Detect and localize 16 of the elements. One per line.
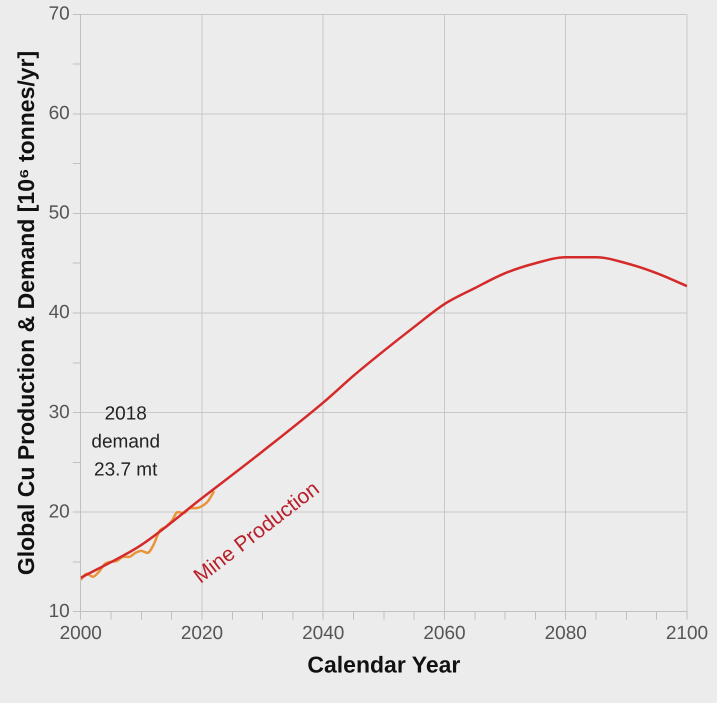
- y-tick-label: 60: [48, 103, 70, 124]
- annotation: 2018 demand 23.7 mt: [91, 404, 160, 481]
- y-tick-label: 30: [48, 402, 70, 423]
- x-tick-label: 2000: [60, 623, 102, 644]
- y-axis-title: Global Cu Production & Demand [10⁶ tonnes/yr]: [13, 50, 40, 576]
- y-tick-label: 70: [48, 4, 70, 25]
- x-tick-label: 2080: [544, 623, 587, 644]
- y-tick-label: 10: [48, 600, 70, 622]
- x-tick-label: 2060: [423, 623, 466, 644]
- x-tick-label: 2020: [180, 623, 224, 644]
- y-tick-label: 20: [48, 501, 70, 522]
- y-tick-label: 50: [48, 202, 70, 224]
- x-tick-label: 2100: [666, 623, 708, 644]
- y-tick-label: 40: [48, 302, 70, 324]
- x-tick-label: 2040: [302, 623, 344, 644]
- x-axis-title: Calendar Year: [307, 652, 460, 678]
